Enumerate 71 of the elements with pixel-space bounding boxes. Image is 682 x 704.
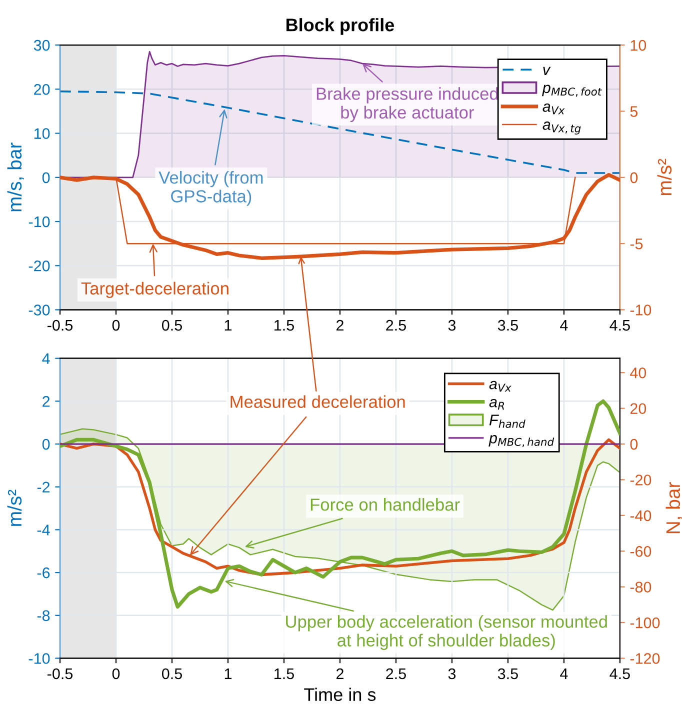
x-tick-label: 1.5 (274, 668, 294, 680)
y-tick-label: 4 (42, 353, 50, 364)
y-tick-label: -10 (28, 653, 50, 664)
y-tick-label: -8 (37, 610, 50, 622)
y2-tick-label: 5 (630, 106, 638, 117)
x-tick-label: 2.5 (386, 668, 406, 680)
y2-tick-label: -20 (630, 474, 652, 486)
legend-label: a$_{Vx,tg}$ (542, 122, 581, 134)
y2-axis-title: N, bar (666, 482, 682, 534)
x-tick-label: 1 (224, 320, 232, 331)
annotation: Brake pressure induced by brake actuator (316, 87, 498, 122)
annotation: Measured deceleration (230, 395, 405, 408)
y-tick-label: -6 (37, 567, 50, 578)
legend-label: F$_{hand}$ (489, 414, 526, 428)
x-tick-label: 3 (448, 320, 456, 331)
y-tick-label: -10 (28, 216, 50, 228)
y2-tick-label: -5 (630, 238, 643, 250)
x-tick-label: 0.5 (162, 320, 182, 331)
y-tick-label: 0 (42, 438, 50, 450)
legend-label: p$_{MBC,foot}$ (542, 84, 602, 97)
y-tick-label: -2 (37, 482, 50, 492)
legend-label: a$_{R}$ (489, 398, 504, 410)
y-tick-label: 20 (34, 84, 50, 95)
legend-label: v (543, 66, 551, 75)
y-axis-title: m/s² (7, 490, 22, 526)
annotation: Upper body acceleration (sensor mounted at height of shoulder blades) (286, 615, 607, 650)
legend-label: a$_{Vx}$ (542, 103, 565, 114)
y2-tick-label: -120 (630, 653, 660, 664)
y2-tick-label: -40 (630, 510, 652, 522)
y2-axis-title: m/s² (657, 158, 672, 196)
x-tick-label: -0.5 (48, 668, 73, 680)
x-tick-label: 4.5 (610, 668, 630, 680)
x-tick-label: 2.5 (386, 320, 406, 331)
y2-tick-label: 0 (630, 172, 638, 184)
y2-tick-label: 40 (630, 367, 646, 378)
y2-tick-label: -10 (630, 304, 652, 316)
y2-tick-label: 10 (630, 40, 646, 51)
y-tick-label: 2 (42, 396, 50, 407)
y-tick-label: -20 (28, 260, 50, 272)
y2-tick-label: 20 (630, 403, 646, 414)
x-tick-label: 1.5 (274, 320, 294, 331)
annotation: Target-deceleration (81, 282, 228, 298)
x-tick-label: 3.5 (498, 320, 518, 331)
legend-label: p$_{MBC,hand}$ (488, 435, 554, 448)
y-tick-label: -4 (37, 524, 50, 536)
x-tick-label: 2 (336, 320, 344, 331)
y2-tick-label: 0 (630, 438, 638, 450)
annotation: Velocity (from GPS-data) (158, 170, 263, 206)
x-tick-label: 4.5 (610, 320, 630, 331)
y2-tick-label: -60 (630, 546, 652, 557)
x-tick-label: -0.5 (48, 320, 73, 331)
x-tick-label: 0 (112, 668, 120, 680)
y2-tick-label: -100 (630, 617, 660, 628)
y-tick-label: 10 (34, 128, 50, 139)
x-tick-label: 3 (448, 668, 456, 680)
annotation: Force on handlebar (310, 498, 460, 511)
chart-title: Block profile (286, 18, 394, 35)
y2-tick-label: -80 (630, 582, 652, 593)
x-tick-label: 0.5 (162, 668, 182, 680)
y-tick-label: -30 (28, 304, 50, 316)
x-tick-label: 2 (336, 668, 344, 680)
x-tick-label: 1 (224, 668, 232, 680)
y-tick-label: 0 (42, 172, 50, 184)
y-axis-title: m/s, bar (7, 142, 24, 212)
x-tick-label: 4 (560, 668, 568, 680)
x-axis-title: Time in s (304, 688, 376, 702)
legend-label: a$_{Vx}$ (489, 380, 512, 392)
x-tick-label: 3.5 (498, 668, 518, 680)
x-tick-label: 0 (112, 320, 120, 331)
x-tick-label: 4 (560, 320, 568, 331)
y-tick-label: 30 (34, 40, 50, 51)
